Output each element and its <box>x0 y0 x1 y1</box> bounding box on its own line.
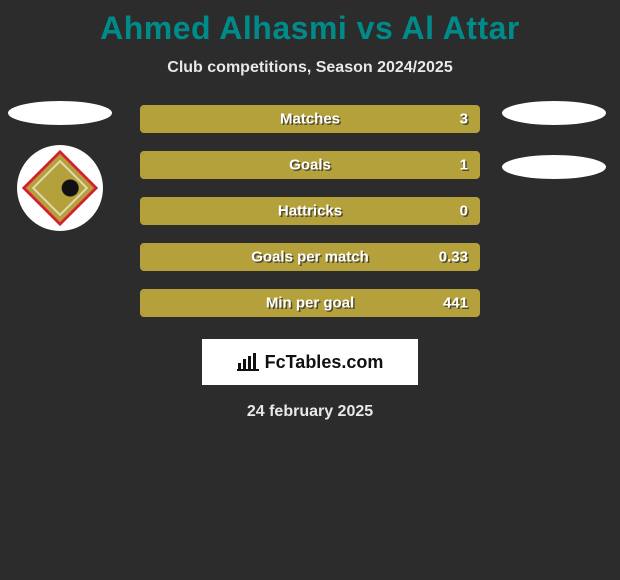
stat-label: Matches <box>280 111 340 128</box>
right-player-badges <box>502 101 606 179</box>
left-club-circle <box>17 145 103 231</box>
stat-value: 0.33 <box>439 249 468 266</box>
stat-rows: Matches 3 Goals 1 Hattricks 0 Goals per … <box>140 105 480 317</box>
stat-label: Goals <box>289 157 331 174</box>
page-subtitle: Club competitions, Season 2024/2025 <box>0 59 620 77</box>
page-title: Ahmed Alhasmi vs Al Attar <box>0 0 620 47</box>
stat-row-goals: Goals 1 <box>140 151 480 179</box>
stat-label: Min per goal <box>266 295 354 312</box>
stat-row-min-per-goal: Min per goal 441 <box>140 289 480 317</box>
stat-value: 0 <box>460 203 468 220</box>
stat-row-hattricks: Hattricks 0 <box>140 197 480 225</box>
right-flag-ellipse-1 <box>502 101 606 125</box>
comparison-content: Matches 3 Goals 1 Hattricks 0 Goals per … <box>0 105 620 421</box>
snapshot-date: 24 february 2025 <box>0 403 620 421</box>
brand-box: FcTables.com <box>202 339 418 385</box>
brand-text: FcTables.com <box>265 352 384 373</box>
left-player-badges <box>8 101 112 231</box>
right-flag-ellipse-2 <box>502 155 606 179</box>
chart-icon <box>237 353 259 371</box>
stat-label: Hattricks <box>278 203 342 220</box>
left-club-logo <box>22 150 98 226</box>
stat-row-matches: Matches 3 <box>140 105 480 133</box>
stat-row-goals-per-match: Goals per match 0.33 <box>140 243 480 271</box>
stat-value: 441 <box>443 295 468 312</box>
left-flag-ellipse <box>8 101 112 125</box>
stat-label: Goals per match <box>251 249 369 266</box>
stat-value: 3 <box>460 111 468 128</box>
stat-value: 1 <box>460 157 468 174</box>
